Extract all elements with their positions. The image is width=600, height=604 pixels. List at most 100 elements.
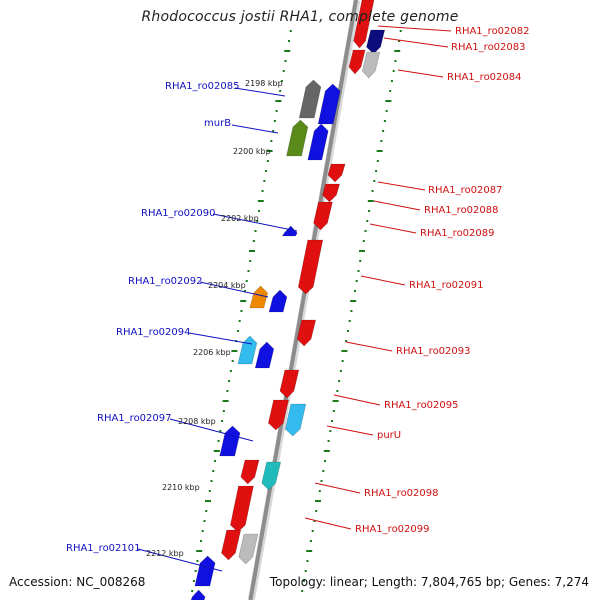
gene-arrow-ro02083 — [366, 29, 386, 55]
tick-mark — [240, 300, 247, 302]
tick-mark — [311, 530, 314, 532]
leader-line-right — [377, 25, 452, 32]
leader-line-left — [199, 281, 269, 298]
gene-label-right[interactable]: RHA1_ro02084 — [447, 72, 522, 83]
tick-mark — [353, 290, 356, 292]
tick-mark — [390, 80, 393, 82]
gene-labels: 2198 kbp 2200 kbp 2202 kbp 2204 kbp 2206 kbp… — [66, 26, 530, 558]
gene-label-right[interactable]: RHA1_ro02093 — [396, 346, 471, 357]
gene-arrow-ro02098b — [261, 461, 282, 491]
gene-arrow-murB — [286, 119, 309, 157]
tick-mark — [212, 470, 215, 472]
tick-mark — [280, 80, 283, 82]
scale-label: 2208 kbp — [178, 417, 216, 426]
tick-mark — [355, 280, 358, 282]
tick-mark — [382, 130, 385, 132]
tick-mark — [231, 350, 238, 352]
gene-arrow-ro02084 — [361, 51, 381, 79]
tick-mark — [217, 440, 220, 442]
tick-mark — [371, 190, 374, 192]
gene-arrow-ro02090 — [281, 225, 298, 237]
tick-mark — [228, 380, 231, 382]
gene-arrow-ro02089 — [313, 201, 333, 231]
scale-label: 2198 kbp — [245, 79, 283, 88]
gene-label-left[interactable]: RHA1_ro02094 — [116, 327, 191, 338]
gene-label-right[interactable]: RHA1_ro02088 — [424, 205, 499, 216]
gene-label-right[interactable]: purU — [377, 430, 401, 441]
tick-mark — [332, 400, 339, 402]
gene-arrow-murB-b — [307, 123, 329, 161]
tick-mark — [301, 590, 304, 592]
leader-line-right — [314, 482, 361, 494]
gene-label-left[interactable]: RHA1_ro02085 — [165, 81, 240, 92]
tick-mark — [322, 470, 325, 472]
tick-mark — [192, 580, 195, 582]
tick-mark — [302, 580, 305, 582]
tick-mark — [256, 220, 259, 222]
gene-label-left[interactable]: RHA1_ro02090 — [141, 208, 216, 219]
label-leader-lines — [137, 25, 452, 572]
tick-mark — [380, 140, 383, 142]
tick-mark — [315, 500, 321, 502]
scale-label: 2200 kbp — [233, 147, 271, 156]
tick-mark — [375, 170, 378, 172]
leader-line-right — [369, 223, 417, 234]
tick-mark — [327, 440, 330, 442]
tick-mark — [366, 220, 369, 222]
tick-mark — [210, 480, 213, 482]
tick-mark — [208, 490, 211, 492]
tick-mark — [222, 410, 225, 412]
scale-label: 2212 kbp — [146, 549, 184, 558]
tick-mark — [350, 300, 357, 302]
tick-mark — [205, 500, 211, 502]
tick-mark — [309, 540, 312, 542]
tick-mark — [272, 130, 275, 132]
leader-line-left — [231, 124, 279, 134]
tick-mark — [331, 420, 334, 422]
gene-arrow-ro02087 — [327, 163, 346, 183]
gene-label-right[interactable]: RHA1_ro02087 — [428, 185, 503, 196]
tick-mark — [222, 400, 229, 402]
leader-line-right — [397, 69, 444, 78]
tick-mark — [196, 560, 199, 562]
gene-features — [189, 0, 386, 604]
tick-mark — [284, 50, 291, 52]
tick-mark — [367, 200, 374, 202]
tick-mark — [359, 260, 362, 262]
tick-mark — [338, 380, 341, 382]
gene-label-left[interactable]: RHA1_ro02097 — [97, 413, 172, 424]
gene-label-right[interactable]: RHA1_ro02091 — [409, 280, 484, 291]
gene-label-right[interactable]: RHA1_ro02089 — [420, 228, 495, 239]
leader-line-left — [212, 213, 298, 232]
gene-arrow-ro02082b — [348, 49, 366, 75]
gene-arrow-ro02092b — [268, 289, 288, 313]
gene-label-right[interactable]: RHA1_ro02095 — [384, 400, 459, 411]
gene-label-left[interactable]: murB — [204, 118, 231, 129]
tick-mark — [203, 520, 206, 522]
gene-label-right[interactable]: RHA1_ro02083 — [451, 42, 526, 53]
tick-mark — [275, 110, 278, 112]
tick-mark — [341, 350, 348, 352]
tick-dots — [191, 30, 402, 592]
tick-mark — [226, 390, 229, 392]
tick-mark — [392, 70, 395, 72]
tick-mark — [289, 30, 292, 32]
gene-arrow-ro02091 — [297, 239, 324, 295]
gene-label-right[interactable]: RHA1_ro02098 — [364, 488, 439, 499]
leader-line-right — [304, 517, 352, 530]
tick-mark — [336, 390, 339, 392]
tick-mark — [238, 320, 241, 322]
tick-mark — [261, 190, 264, 192]
gene-arrow-ro02101 — [194, 555, 216, 587]
tick-mark — [282, 70, 285, 72]
tick-mark — [350, 310, 353, 312]
gene-label-right[interactable]: RHA1_ro02099 — [355, 524, 430, 535]
tick-mark — [362, 240, 365, 242]
tick-mark — [306, 560, 309, 562]
gene-label-right[interactable]: RHA1_ro02082 — [455, 26, 530, 37]
tick-mark — [265, 170, 268, 172]
tick-mark — [373, 180, 376, 182]
gene-label-left[interactable]: RHA1_ro02092 — [128, 276, 203, 287]
gene-label-left[interactable]: RHA1_ro02101 — [66, 543, 141, 554]
